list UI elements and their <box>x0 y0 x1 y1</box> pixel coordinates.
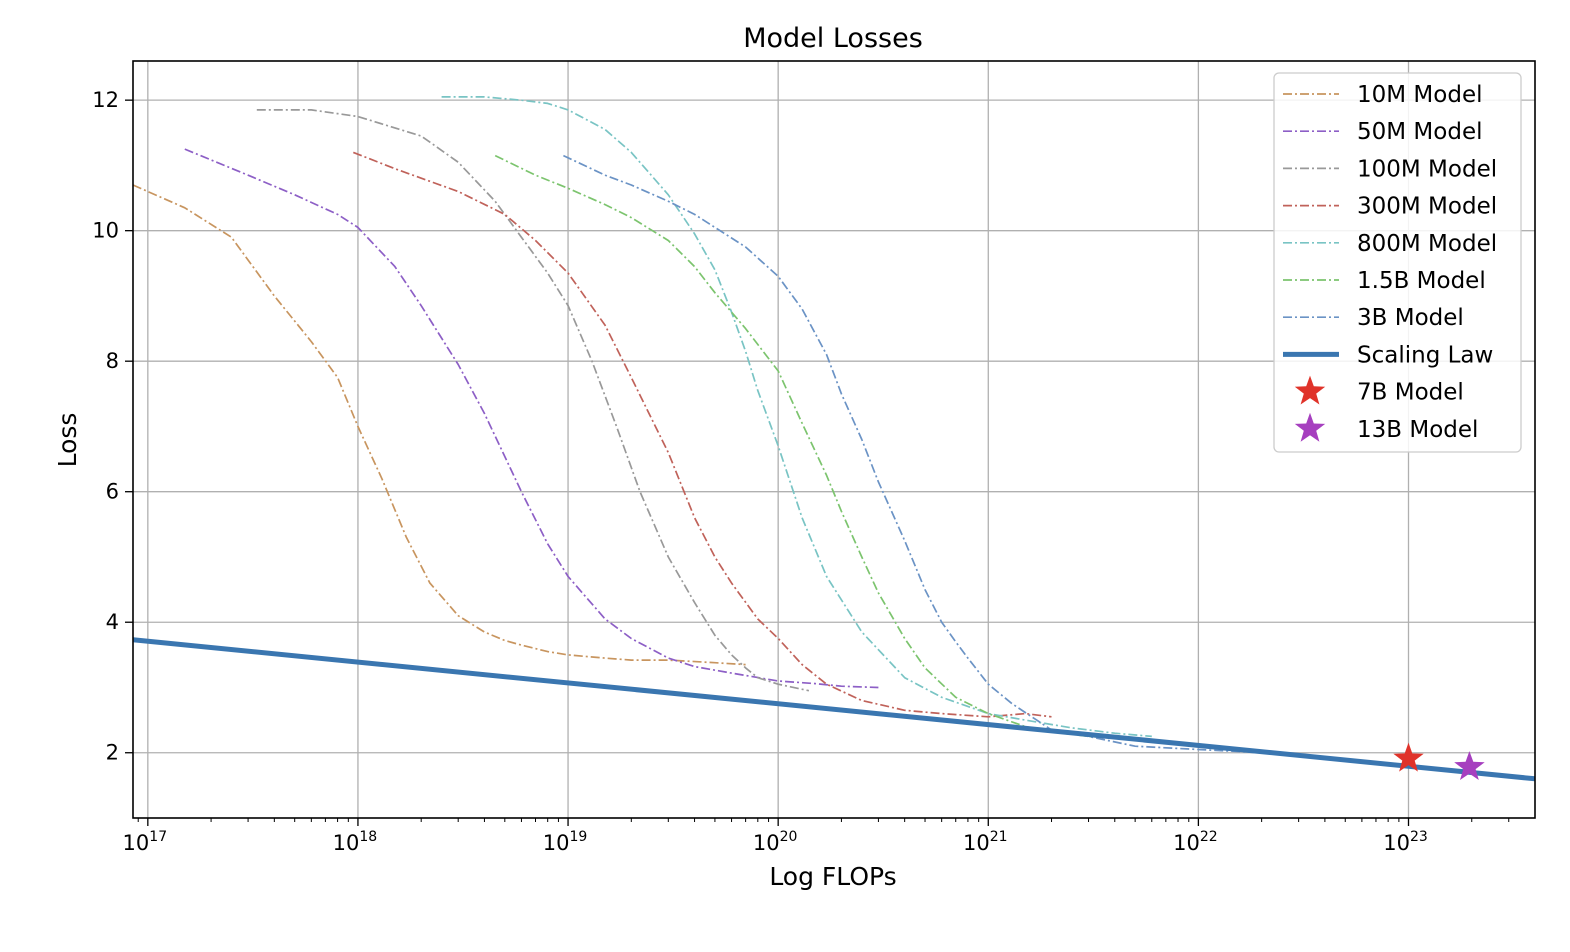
x-tick-label: 1018 <box>333 829 378 855</box>
y-tick-label: 4 <box>106 610 119 634</box>
y-tick-label: 8 <box>106 349 119 373</box>
chart-title: Model Losses <box>743 23 923 54</box>
legend-label: 300M Model <box>1357 194 1497 220</box>
legend-label: 1.5B Model <box>1357 268 1486 294</box>
legend-label: 100M Model <box>1357 156 1497 182</box>
legend-item: 7B Model <box>1294 375 1464 406</box>
x-tick-label: 1017 <box>123 829 168 855</box>
plot-frame <box>132 60 1536 819</box>
x-tick-label: 1023 <box>1383 829 1428 855</box>
series-line-scaling-law <box>132 637 1536 782</box>
legend-item: 50M Model <box>1283 119 1482 145</box>
series-line-50m-model <box>184 148 879 689</box>
y-tick-label: 6 <box>106 480 119 504</box>
legend-star-icon <box>1294 412 1326 442</box>
legend-item: 3B Model <box>1283 305 1464 331</box>
legend-label: 10M Model <box>1357 82 1482 108</box>
series-line-300m-model <box>352 151 1052 718</box>
legend-label: 800M Model <box>1357 231 1497 257</box>
y-tick-label: 2 <box>106 741 119 765</box>
marker-7b-model <box>1393 742 1424 772</box>
series-layer <box>132 96 1536 782</box>
legend-item: 100M Model <box>1283 156 1497 182</box>
x-axis-ticks: 1017 1018 1019 1020 1021 1022 1023 <box>123 818 1428 855</box>
marker-layer <box>1393 742 1485 780</box>
y-tick-label: 10 <box>92 219 119 243</box>
x-tick-label: 1019 <box>543 829 588 855</box>
y-axis-label: Loss <box>53 413 82 468</box>
legend-label: 3B Model <box>1357 305 1464 331</box>
legend-label: 7B Model <box>1357 380 1464 406</box>
marker-13b-model <box>1454 751 1485 780</box>
y-tick-label: 12 <box>92 88 119 112</box>
x-tick-label: 1020 <box>753 829 798 855</box>
legend-item: Scaling Law <box>1283 342 1493 368</box>
legend-item: 13B Model <box>1294 412 1478 443</box>
legend-item: 10M Model <box>1283 82 1482 108</box>
y-axis-ticks: 2 4 6 8 10 12 <box>92 88 133 765</box>
x-tick-label: 1021 <box>963 829 1008 855</box>
x-tick-label: 1022 <box>1173 829 1218 855</box>
series-line-100m-model <box>256 109 810 692</box>
legend-label: Scaling Law <box>1357 342 1493 368</box>
series-line-10m-model <box>132 184 746 666</box>
legend-label: 13B Model <box>1357 417 1478 443</box>
legend-star-icon <box>1294 375 1326 405</box>
legend-item: 1.5B Model <box>1283 268 1486 294</box>
legend-label: 50M Model <box>1357 119 1482 145</box>
x-axis-label: Log FLOPs <box>769 862 896 891</box>
series-line-800m-model <box>441 96 1152 738</box>
legend-item: 300M Model <box>1283 194 1497 220</box>
legend: 10M Model 50M Model 100M Model 300M Model 80… <box>1273 72 1522 453</box>
legend-item: 800M Model <box>1283 231 1497 257</box>
